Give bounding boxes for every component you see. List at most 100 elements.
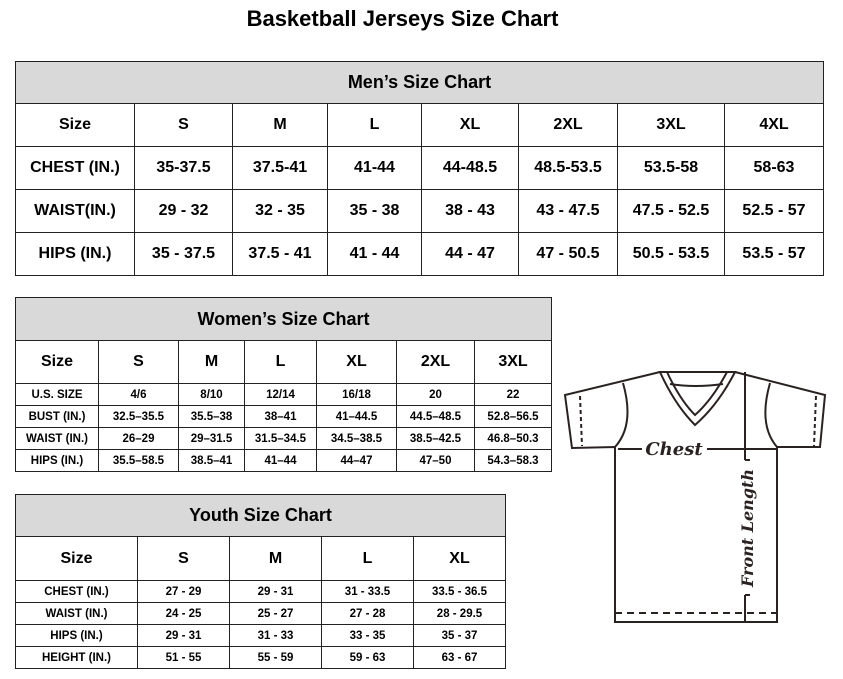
column-header: XL <box>412 536 507 581</box>
table-cell: 16/18 <box>316 383 397 406</box>
row-label: CHEST (IN.) <box>15 580 138 603</box>
table-cell: 4/6 <box>98 383 179 406</box>
table-row: HIPS (IN.) 35.5–58.5 38.5–41 41–44 44–47 47–5… <box>15 449 553 472</box>
column-header: L <box>321 536 414 581</box>
table-cell: 55 - 59 <box>229 646 322 669</box>
column-header: M <box>229 536 322 581</box>
table-cell: 33 - 35 <box>321 624 414 647</box>
table-cell: 24 - 25 <box>137 602 230 625</box>
chest-label: Chest <box>645 439 703 460</box>
table-cell: 31 - 33 <box>229 624 322 647</box>
table-cell: 29–31.5 <box>178 427 245 450</box>
row-label: HIPS (IN.) <box>15 624 138 647</box>
table-row: CHEST (IN.) 35-37.5 37.5-41 41-44 44-48.5 48.… <box>15 146 824 190</box>
row-label: WAIST (IN.) <box>15 602 138 625</box>
table-cell: 38.5–42.5 <box>396 427 475 450</box>
table-cell: 53.5 - 57 <box>724 232 824 276</box>
mens-heading: Men’s Size Chart <box>15 61 824 104</box>
table-cell: 35 - 37.5 <box>134 232 233 276</box>
row-label: WAIST (IN.) <box>15 427 99 450</box>
row-label: HIPS (IN.) <box>15 449 99 472</box>
size-header-row: Size S M L XL 2XL 3XL <box>15 340 553 384</box>
table-cell: 50.5 - 53.5 <box>617 232 725 276</box>
table-cell: 46.8–50.3 <box>473 427 553 450</box>
row-label: U.S. SIZE <box>15 383 99 406</box>
table-cell: 44.5–48.5 <box>396 405 475 428</box>
column-header: S <box>98 340 179 384</box>
row-label: HIPS (IN.) <box>15 232 135 276</box>
womens-heading: Women’s Size Chart <box>14 297 553 341</box>
table-row: CHEST (IN.) 27 - 29 29 - 31 31 - 33.5 33.5 -… <box>15 580 507 603</box>
table-cell: 20 <box>396 383 475 406</box>
table-row: BUST (IN.) 32.5–35.5 35.5–38 38–41 41–44.5 44… <box>15 405 553 428</box>
jersey-diagram: Chest Front Length <box>563 371 827 623</box>
table-cell: 8/10 <box>178 383 245 406</box>
column-header: XL <box>316 340 397 384</box>
table-cell: 37.5 - 41 <box>232 232 328 276</box>
table-cell: 38.5–41 <box>178 449 245 472</box>
column-header: Size <box>15 103 135 147</box>
table-cell: 26–29 <box>98 427 179 450</box>
table-cell: 47.5 - 52.5 <box>617 189 725 233</box>
table-cell: 58-63 <box>724 146 824 190</box>
table-cell: 12/14 <box>244 383 317 406</box>
table-cell: 35-37.5 <box>134 146 233 190</box>
table-cell: 35 - 38 <box>327 189 422 233</box>
size-header-row: Size S M L XL 2XL 3XL 4XL <box>15 103 824 147</box>
page-title: Basketball Jerseys Size Chart <box>246 6 559 31</box>
table-cell: 32 - 35 <box>232 189 328 233</box>
table-cell: 41–44 <box>244 449 317 472</box>
table-cell: 29 - 31 <box>137 624 230 647</box>
table-cell: 41-44 <box>327 146 422 190</box>
column-header: Size <box>15 536 138 581</box>
column-header: L <box>244 340 317 384</box>
column-header: M <box>232 103 328 147</box>
row-label: BUST (IN.) <box>15 405 99 428</box>
table-cell: 31 - 33.5 <box>321 580 414 603</box>
table-cell: 38–41 <box>244 405 317 428</box>
table-cell: 35.5–58.5 <box>98 449 179 472</box>
column-header: L <box>327 103 422 147</box>
row-label: HEIGHT (IN.) <box>15 646 138 669</box>
table-cell: 35.5–38 <box>178 405 245 428</box>
table-cell: 25 - 27 <box>229 602 322 625</box>
mens-size-table: Men’s Size Chart Size S M L XL 2XL 3XL 4XL CHEST … <box>15 61 824 276</box>
size-header-row: Size S M L XL <box>15 536 507 581</box>
column-header: 2XL <box>518 103 618 147</box>
column-header: 3XL <box>617 103 725 147</box>
table-cell: 28 - 29.5 <box>412 602 507 625</box>
table-row: HIPS (IN.) 29 - 31 31 - 33 33 - 35 35 - 37 <box>15 624 507 647</box>
column-header: S <box>137 536 230 581</box>
table-cell: 43 - 47.5 <box>518 189 618 233</box>
column-header: 4XL <box>724 103 824 147</box>
column-header: M <box>178 340 245 384</box>
column-header: 2XL <box>396 340 475 384</box>
table-cell: 44 - 47 <box>421 232 519 276</box>
table-cell: 47–50 <box>396 449 475 472</box>
table-cell: 22 <box>473 383 553 406</box>
table-cell: 41 - 44 <box>327 232 422 276</box>
table-cell: 48.5-53.5 <box>518 146 618 190</box>
table-cell: 51 - 55 <box>137 646 230 669</box>
table-cell: 29 - 32 <box>134 189 233 233</box>
table-row: HIPS (IN.) 35 - 37.5 37.5 - 41 41 - 44 44 - … <box>15 232 824 276</box>
table-cell: 34.5–38.5 <box>316 427 397 450</box>
youth-heading: Youth Size Chart <box>14 494 507 537</box>
womens-size-table: Women’s Size Chart Size S M L XL 2XL 3XL U.S. SI… <box>14 297 553 472</box>
table-cell: 54.3–58.3 <box>473 449 553 472</box>
column-header: 3XL <box>473 340 553 384</box>
table-cell: 38 - 43 <box>421 189 519 233</box>
table-cell: 33.5 - 36.5 <box>412 580 507 603</box>
collar <box>658 371 737 427</box>
table-cell: 29 - 31 <box>229 580 322 603</box>
table-row: WAIST (IN.) 26–29 29–31.5 31.5–34.5 34.5–38.… <box>15 427 553 450</box>
shirt-outline <box>563 371 827 623</box>
youth-size-table: Youth Size Chart Size S M L XL CHEST (IN.) 27 -… <box>14 494 507 669</box>
table-cell: 32.5–35.5 <box>98 405 179 428</box>
table-cell: 52.8–56.5 <box>473 405 553 428</box>
front-length-label: Front Length <box>738 469 757 588</box>
row-label: WAIST(IN.) <box>15 189 135 233</box>
table-row: U.S. SIZE 4/6 8/10 12/14 16/18 20 22 <box>15 383 553 406</box>
table-cell: 37.5-41 <box>232 146 328 190</box>
table-cell: 59 - 63 <box>321 646 414 669</box>
